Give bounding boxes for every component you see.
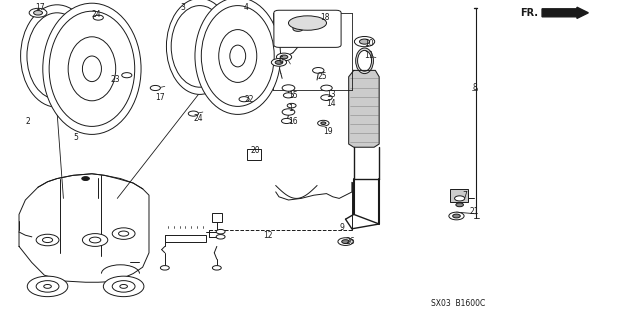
- Polygon shape: [349, 70, 379, 147]
- Circle shape: [287, 103, 296, 108]
- Text: 5: 5: [73, 133, 78, 142]
- Text: 24: 24: [92, 10, 101, 19]
- Circle shape: [293, 26, 303, 31]
- Ellipse shape: [356, 48, 373, 74]
- Ellipse shape: [358, 50, 372, 71]
- Text: 2: 2: [25, 117, 30, 126]
- Ellipse shape: [171, 5, 228, 87]
- Circle shape: [34, 11, 42, 15]
- Ellipse shape: [20, 5, 93, 107]
- Text: 13: 13: [327, 90, 336, 99]
- Bar: [450, 189, 468, 202]
- Circle shape: [271, 59, 287, 66]
- Ellipse shape: [68, 37, 115, 101]
- Circle shape: [212, 266, 221, 270]
- Circle shape: [239, 97, 249, 102]
- Text: 15: 15: [288, 92, 298, 100]
- Circle shape: [216, 229, 225, 234]
- Circle shape: [282, 109, 295, 115]
- Ellipse shape: [49, 11, 135, 126]
- Bar: [247, 149, 261, 160]
- Text: 11: 11: [365, 52, 374, 60]
- Text: 18: 18: [320, 13, 330, 22]
- Text: 10: 10: [365, 39, 374, 48]
- Ellipse shape: [288, 16, 327, 30]
- Text: 20: 20: [250, 146, 260, 155]
- Circle shape: [44, 284, 51, 288]
- Circle shape: [313, 68, 324, 73]
- Circle shape: [280, 55, 288, 59]
- Text: 17: 17: [35, 4, 44, 12]
- Circle shape: [29, 8, 47, 17]
- Circle shape: [283, 93, 294, 98]
- Circle shape: [150, 85, 160, 91]
- Text: 25: 25: [317, 72, 327, 81]
- Circle shape: [42, 237, 53, 243]
- Circle shape: [318, 120, 329, 126]
- Text: 6: 6: [279, 56, 284, 65]
- Circle shape: [216, 235, 225, 239]
- Text: 21: 21: [469, 207, 479, 216]
- Text: 19: 19: [323, 127, 333, 136]
- Circle shape: [89, 237, 101, 243]
- Ellipse shape: [230, 45, 246, 67]
- Circle shape: [338, 238, 353, 245]
- Circle shape: [82, 177, 89, 180]
- Text: 16: 16: [288, 117, 298, 126]
- Text: 14: 14: [327, 100, 336, 108]
- Text: FR.: FR.: [520, 8, 538, 18]
- Circle shape: [321, 122, 326, 124]
- Circle shape: [112, 228, 135, 239]
- Circle shape: [282, 85, 295, 91]
- Ellipse shape: [195, 0, 280, 114]
- FancyBboxPatch shape: [274, 10, 341, 47]
- Text: 7: 7: [463, 191, 468, 200]
- Ellipse shape: [42, 3, 141, 134]
- Circle shape: [188, 111, 198, 116]
- Circle shape: [359, 39, 370, 44]
- Circle shape: [120, 284, 127, 288]
- Circle shape: [27, 276, 68, 297]
- Text: SX03  B1600C: SX03 B1600C: [431, 300, 486, 308]
- Circle shape: [281, 118, 292, 124]
- Circle shape: [82, 234, 108, 246]
- Circle shape: [112, 281, 135, 292]
- Ellipse shape: [166, 0, 233, 94]
- Circle shape: [36, 281, 59, 292]
- Text: 9: 9: [339, 223, 344, 232]
- Circle shape: [453, 214, 460, 218]
- Circle shape: [321, 95, 332, 100]
- Circle shape: [119, 231, 129, 236]
- Bar: [212, 213, 222, 222]
- Circle shape: [275, 60, 283, 64]
- Circle shape: [122, 73, 132, 78]
- Circle shape: [36, 234, 59, 246]
- Bar: [165, 235, 206, 242]
- Circle shape: [93, 15, 103, 20]
- Circle shape: [342, 240, 349, 244]
- Text: 12: 12: [263, 231, 273, 240]
- Text: 1: 1: [288, 104, 293, 113]
- Circle shape: [455, 196, 465, 201]
- Ellipse shape: [219, 30, 257, 82]
- Circle shape: [103, 276, 144, 297]
- Circle shape: [160, 266, 169, 270]
- Text: 17: 17: [155, 93, 165, 102]
- Circle shape: [354, 36, 375, 47]
- Text: 24: 24: [193, 114, 203, 123]
- Circle shape: [449, 212, 464, 220]
- Text: 8: 8: [472, 84, 477, 92]
- Circle shape: [276, 53, 292, 61]
- Text: 23: 23: [111, 76, 120, 84]
- Circle shape: [321, 85, 332, 91]
- Ellipse shape: [82, 56, 101, 82]
- Text: 22: 22: [244, 95, 254, 104]
- Text: 26: 26: [346, 237, 355, 246]
- Ellipse shape: [27, 13, 87, 99]
- Text: 3: 3: [181, 4, 186, 12]
- Ellipse shape: [202, 6, 274, 106]
- Text: 4: 4: [244, 4, 249, 12]
- FancyArrow shape: [542, 7, 588, 18]
- Circle shape: [456, 203, 463, 207]
